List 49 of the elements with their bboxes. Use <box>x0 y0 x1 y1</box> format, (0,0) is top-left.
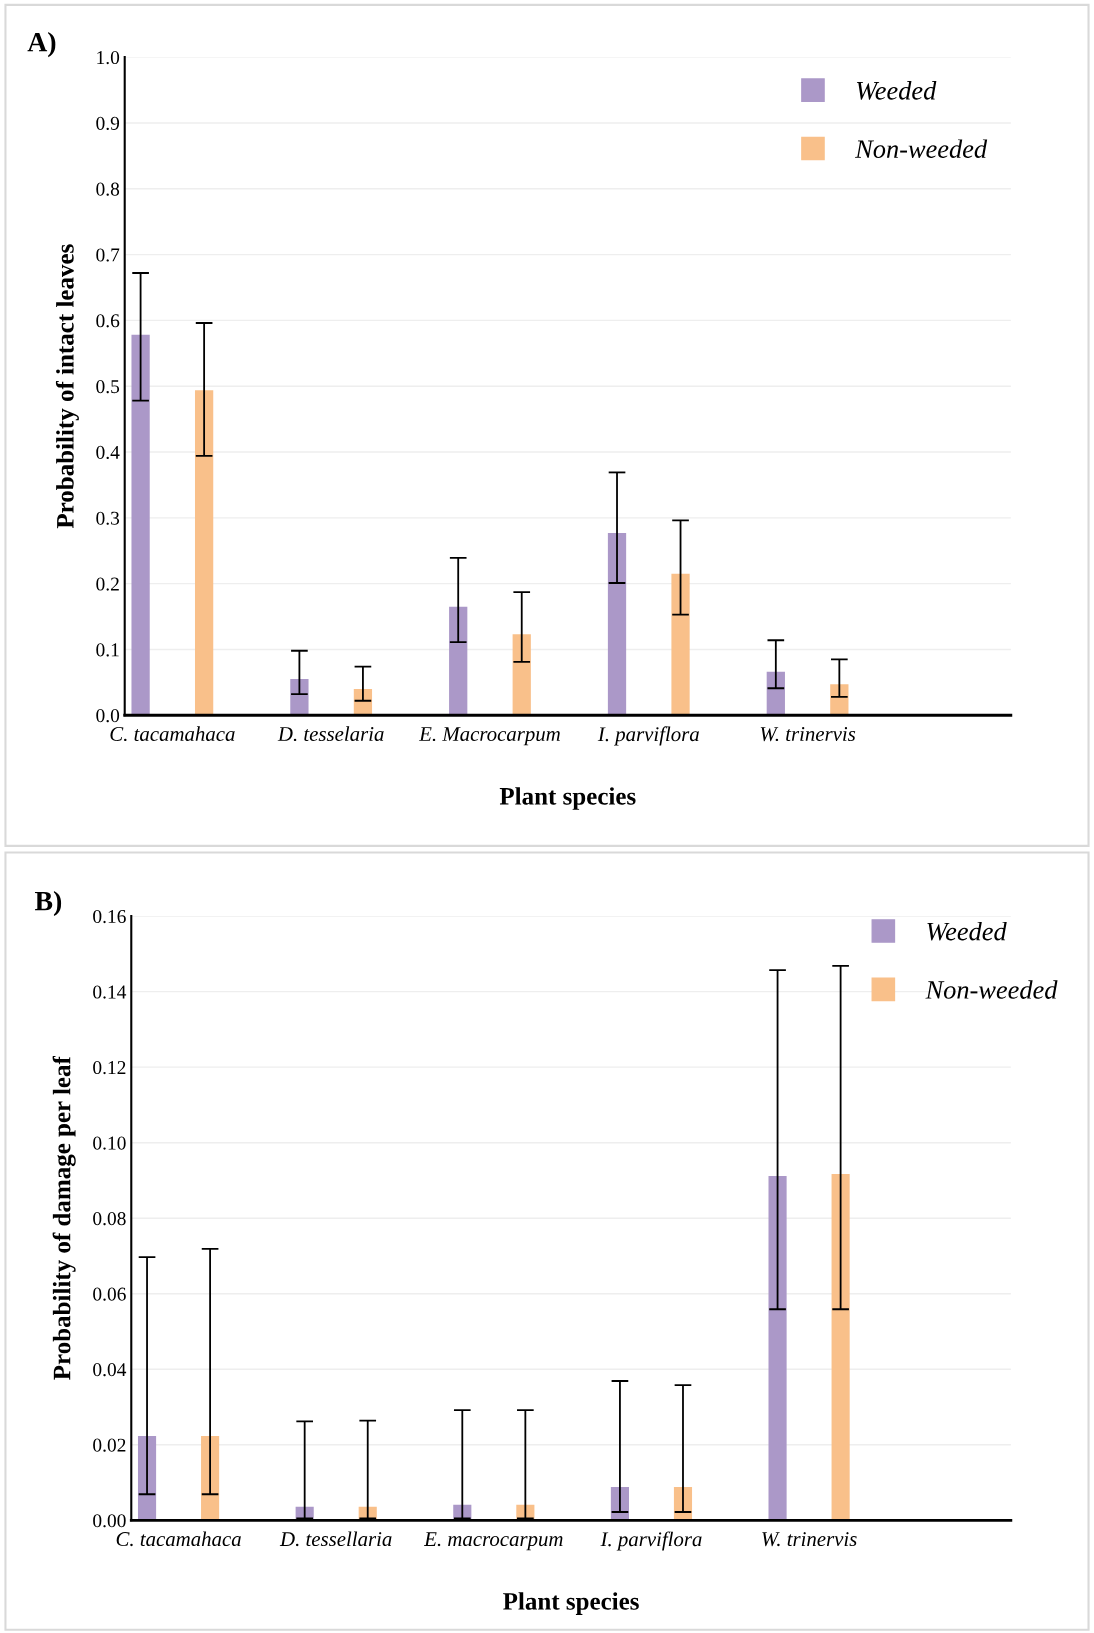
chart-title: A) <box>27 31 56 58</box>
y-tick-label: 0.0 <box>96 709 120 723</box>
y-tick-label: 0.06 <box>93 1287 126 1301</box>
x-axis-title: Plant species <box>503 1592 639 1615</box>
bar <box>768 1175 787 1521</box>
y-tick-label: 0.6 <box>96 314 120 328</box>
x-tick-label: D. tessellaria <box>279 1531 392 1547</box>
bar <box>831 1174 850 1521</box>
y-tick-label: 0.10 <box>93 1136 126 1150</box>
y-tick-label: 0.5 <box>96 380 120 394</box>
x-tick-label: I. parviflora <box>597 726 699 746</box>
y-tick-label: 0.1 <box>96 643 119 657</box>
y-tick-label: 0.14 <box>93 985 127 999</box>
y-tick-label: 0.02 <box>93 1438 126 1452</box>
bar <box>194 390 214 716</box>
x-tick-label: I. parviflora <box>600 1531 702 1551</box>
y-tick-label: 0.08 <box>93 1212 126 1226</box>
bar <box>512 634 531 716</box>
legend-label: Weeded <box>927 921 1007 941</box>
y-tick-label: 0.04 <box>93 1363 127 1377</box>
legend-label: Weeded <box>856 81 937 100</box>
y-tick-label: 0.7 <box>96 248 120 262</box>
chart-title: B) <box>34 890 62 917</box>
y-tick-label: 0.12 <box>93 1060 126 1075</box>
x-tick-label: E. Macrocarpum <box>418 727 560 746</box>
y-tick-label: 0.2 <box>96 577 119 591</box>
y-axis-title: Probability of damage per leaf <box>52 1055 76 1380</box>
y-tick-label: 1.0 <box>97 50 120 65</box>
y-axis-title: Probability of intact leaves <box>55 244 79 529</box>
legend-label: Non-weeded <box>925 980 1058 999</box>
legend-label: Non-weeded <box>855 139 988 159</box>
bar <box>290 679 309 716</box>
x-tick-label: E. macrocarpum <box>423 1532 563 1551</box>
x-tick-label: C. tacamahaca <box>110 726 235 742</box>
x-axis-title: Plant species <box>499 787 636 810</box>
x-tick-label: C. tacamahaca <box>116 1531 241 1547</box>
y-tick-label: 0.8 <box>96 182 120 196</box>
bar <box>449 606 468 716</box>
y-tick-label: 0.9 <box>96 116 120 130</box>
x-tick-label: D. tesselaria <box>277 726 384 742</box>
y-tick-label: 0.3 <box>96 511 120 525</box>
x-tick-label: W. trinervis <box>762 1532 857 1547</box>
y-tick-label: 0.4 <box>96 445 120 460</box>
x-tick-label: W. trinervis <box>760 727 856 742</box>
bar <box>607 532 627 716</box>
bar <box>671 573 690 716</box>
y-tick-label: 0.00 <box>93 1514 126 1528</box>
y-tick-label: 0.16 <box>93 909 126 924</box>
bar <box>131 334 150 716</box>
